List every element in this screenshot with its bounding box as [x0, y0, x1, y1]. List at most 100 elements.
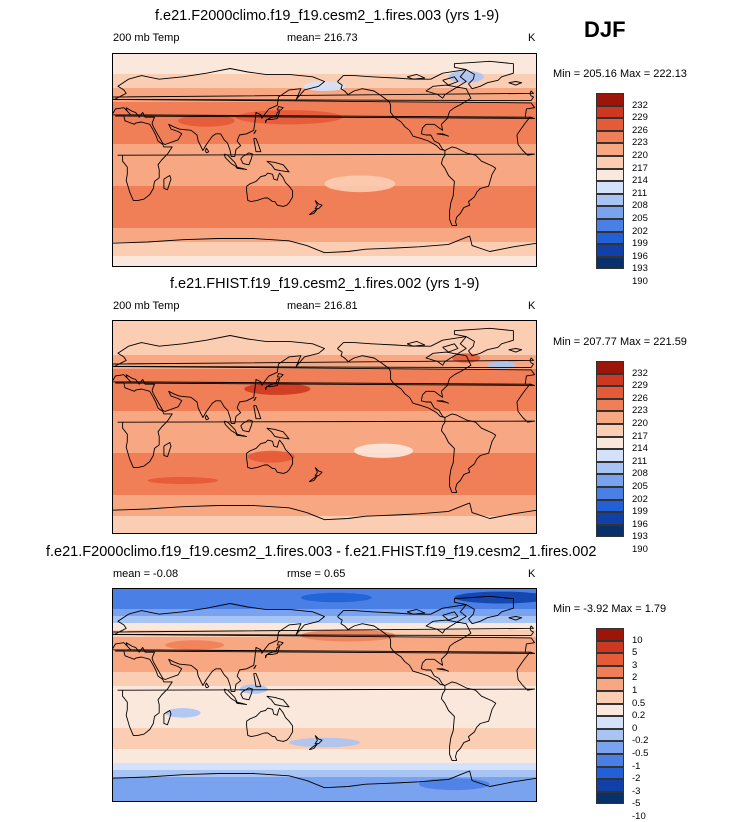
contour-patch [354, 443, 414, 458]
colorbar-swatch [596, 181, 624, 194]
contour-patch [178, 114, 235, 127]
contour-band [112, 721, 537, 729]
contour-patch [303, 81, 346, 92]
contour-band [112, 707, 537, 715]
contour-band [112, 530, 537, 534]
coastline-greenland [453, 595, 514, 625]
contour-band [112, 749, 537, 757]
contour-patch [377, 642, 437, 653]
contour-patch [418, 778, 490, 791]
coastline-victoria [406, 608, 426, 615]
contour-band [112, 67, 537, 75]
coastline-japan [265, 110, 281, 124]
panel3-title: f.e21.F2000climo.f19_f19.cesm2_1.fires.0… [46, 544, 597, 560]
contour-band [112, 186, 537, 194]
coastline-srilanka [204, 147, 210, 154]
coastline-nz-south [308, 208, 318, 216]
coastline-srilanka [204, 414, 210, 421]
coastline-victoria [406, 340, 426, 347]
contour-band [112, 791, 537, 799]
colorbar-swatch [596, 716, 624, 729]
coastline-japan [265, 377, 281, 391]
contour-band [112, 474, 537, 482]
panel2-variable-label: 200 mb Temp [113, 300, 180, 312]
coastline-philippines [253, 138, 262, 153]
contour-band [112, 144, 537, 152]
colorbar-tick-label: 226 [632, 124, 648, 136]
colorbar-swatch [596, 449, 624, 462]
colorbar-swatch [596, 461, 624, 475]
colorbar-tick-label: 1 [632, 685, 638, 696]
colorbar-tick-label: 2 [632, 672, 638, 684]
colorbar-swatch [596, 424, 624, 437]
colorbar-swatch [596, 143, 624, 156]
colorbar-swatch [596, 244, 624, 257]
coastline-newguinea [266, 695, 290, 708]
coastline-namerica [337, 604, 472, 686]
colorbar-tick-label: 229 [632, 380, 648, 392]
coastline-africa [115, 382, 536, 468]
contour-band [112, 644, 537, 652]
contour-band [112, 320, 537, 328]
coastline-australia [246, 707, 294, 742]
colorbar-tick-label: 226 [632, 392, 648, 404]
coastline-nz [314, 200, 323, 210]
coastline-baffin [442, 76, 459, 86]
coastline-namerica [337, 336, 472, 418]
contour-band [112, 235, 537, 243]
contour-band [112, 102, 537, 110]
panel3-mean-label: mean = -0.08 [113, 568, 179, 580]
contour-band [112, 123, 537, 131]
panel1-contour-map [112, 53, 537, 267]
coastline-hokkaido [276, 373, 284, 378]
colorbar-tick-label: 199 [632, 506, 648, 518]
colorbar-tick-label: -1 [632, 760, 641, 772]
coastline-iceland [508, 616, 523, 621]
season-label: DJF [584, 17, 626, 42]
panel3-colorbar: 10 5 3 2 1 0.5 0.2 0 -0.2 -0.5 -1 -2 -3 -5 -10 [596, 628, 656, 822]
colorbar-tick-label: 5 [632, 647, 638, 659]
colorbar-tick-label: 220 [632, 418, 648, 429]
colorbar-tick-label: 223 [632, 137, 648, 149]
colorbar-tick-label: 220 [632, 150, 648, 161]
panel2-minmax-label: Min = 207.77 Max = 221.59 [553, 336, 687, 348]
colorbar-tick-label: 190 [632, 544, 648, 555]
colorbar-tick-label: 223 [632, 405, 648, 417]
contour-band [112, 481, 537, 489]
colorbar-tick-label: 196 [632, 250, 648, 262]
colorbar-swatch [596, 105, 624, 119]
colorbar-tick-label: 208 [632, 468, 648, 480]
colorbar-tick-label: -3 [632, 785, 641, 797]
contour-band [112, 411, 537, 419]
contour-band [112, 397, 537, 405]
colorbar-tick-label: 208 [632, 200, 648, 212]
contour-band [112, 130, 537, 138]
coastline-philippines [253, 405, 262, 420]
colorbar-tick-label: -0.5 [632, 748, 649, 759]
coastline-taiwan [253, 396, 257, 402]
colorbar-swatch [596, 411, 624, 424]
contour-band [112, 672, 537, 680]
contour-patch [147, 476, 219, 485]
contour-band [112, 207, 537, 215]
coastline-samerica [440, 413, 497, 493]
contour-band [112, 341, 537, 349]
coastline-greenland [453, 60, 514, 90]
colorbar-tick-label: 205 [632, 481, 648, 492]
coastline-newguinea [266, 427, 290, 440]
colorbar-tick-label: 0 [632, 722, 638, 734]
colorbar-swatch [596, 728, 624, 742]
contour-band [112, 242, 537, 250]
contour-band [112, 488, 537, 496]
panel2-units-label: K [528, 300, 536, 312]
contour-band [112, 193, 537, 201]
contour-band [112, 404, 537, 412]
contour-band [112, 460, 537, 468]
colorbar-swatch [596, 361, 624, 374]
colorbar-tick-label: 0.2 [632, 710, 646, 722]
contour-band [112, 376, 537, 384]
coastline-madagascar [163, 710, 172, 726]
contour-band [112, 214, 537, 222]
panel3-contour-map [112, 588, 537, 802]
contour-band [112, 728, 537, 736]
